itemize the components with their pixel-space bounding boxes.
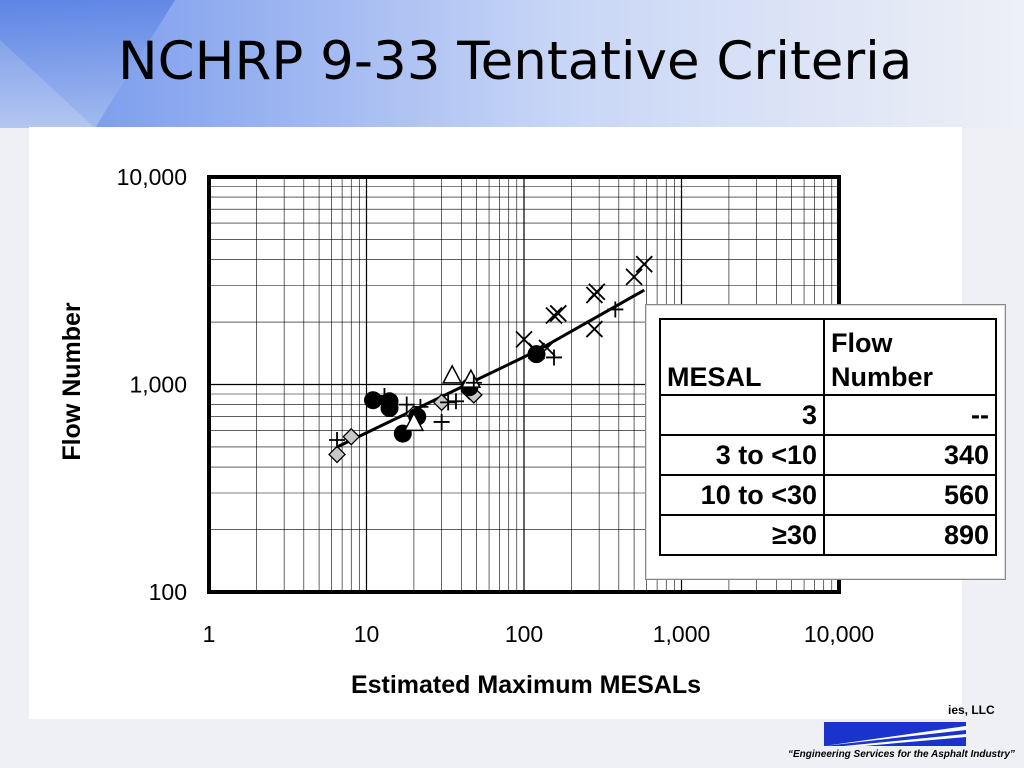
tick-labels: 1 10 100 1,000 10,000 100 1,000 10,000 (117, 164, 875, 647)
criteria-mesal-cell: ≥30 (659, 514, 825, 556)
plus-point (376, 388, 393, 405)
x-tick-label: 10,000 (804, 621, 874, 647)
criteria-flow-cell: 560 (823, 474, 997, 516)
criteria-table-row: 3 to <10 340 (659, 434, 997, 476)
plus-point (545, 349, 562, 366)
x-point (545, 306, 563, 325)
plus-point (465, 374, 482, 391)
slide-title: NCHRP 9-33 Tentative Criteria (118, 31, 913, 92)
triangle-point (441, 364, 463, 384)
triangle-point (403, 411, 425, 432)
plus-point (398, 396, 415, 413)
criteria-flow-cell: 340 (823, 434, 997, 476)
company-logo (824, 722, 966, 746)
plus-point (329, 432, 346, 449)
criteria-table-header-row: MESAL Flow Number (659, 318, 997, 396)
criteria-table-row: ≥30 890 (659, 514, 997, 556)
x-point (585, 320, 604, 338)
data-points (328, 255, 653, 464)
filled-circle-point (527, 345, 546, 364)
title-band (0, 0, 1024, 128)
plus-point (447, 393, 464, 410)
plus-point (412, 398, 429, 415)
x-tick-label: 1,000 (653, 621, 711, 647)
x-axis-title: Estimated Maximum MESALs (351, 671, 701, 699)
x-tick-label: 100 (505, 621, 543, 647)
criteria-mesal-cell: 10 to <30 (659, 474, 825, 516)
footer-company-name: ies, LLC (948, 703, 995, 717)
diamond-point (328, 445, 346, 464)
criteria-mesal-cell: 3 to <10 (659, 434, 825, 476)
filled-circle-point (380, 399, 399, 418)
criteria-flow-cell: -- (823, 394, 997, 436)
criteria-header-flow-number: Flow Number (823, 318, 997, 396)
x-point (625, 268, 643, 286)
criteria-table-row: 10 to <30 560 (659, 474, 997, 516)
x-point (549, 304, 567, 323)
title-band-left-wedge (0, 0, 175, 128)
criteria-table: MESAL Flow Number 3 -- 3 to <10 340 10 to… (659, 318, 997, 556)
x-tick-label: 10 (354, 621, 380, 647)
criteria-mesal-cell: 3 (659, 394, 825, 436)
x-point (588, 283, 606, 301)
filled-circle-point (364, 391, 383, 410)
y-tick-label: 1,000 (129, 372, 187, 398)
x-point (527, 342, 546, 360)
plus-point (607, 301, 624, 318)
x-tick-label: 1 (203, 621, 216, 647)
criteria-header-flow-number-text: Flow Number (831, 328, 934, 392)
y-axis-title: Flow Number (58, 302, 86, 461)
criteria-header-mesal: MESAL (659, 318, 825, 396)
x-point (635, 255, 653, 273)
plus-point (433, 413, 450, 430)
y-tick-label: 100 (149, 579, 187, 605)
criteria-flow-cell: 890 (823, 514, 997, 556)
x-point (538, 339, 556, 357)
footer-tagline: “Engineering Services for the Asphalt In… (788, 749, 1015, 760)
y-tick-label: 10,000 (117, 164, 187, 190)
diamond-point (342, 427, 361, 446)
criteria-table-row: 3 -- (659, 394, 997, 436)
plus-point (440, 394, 457, 411)
